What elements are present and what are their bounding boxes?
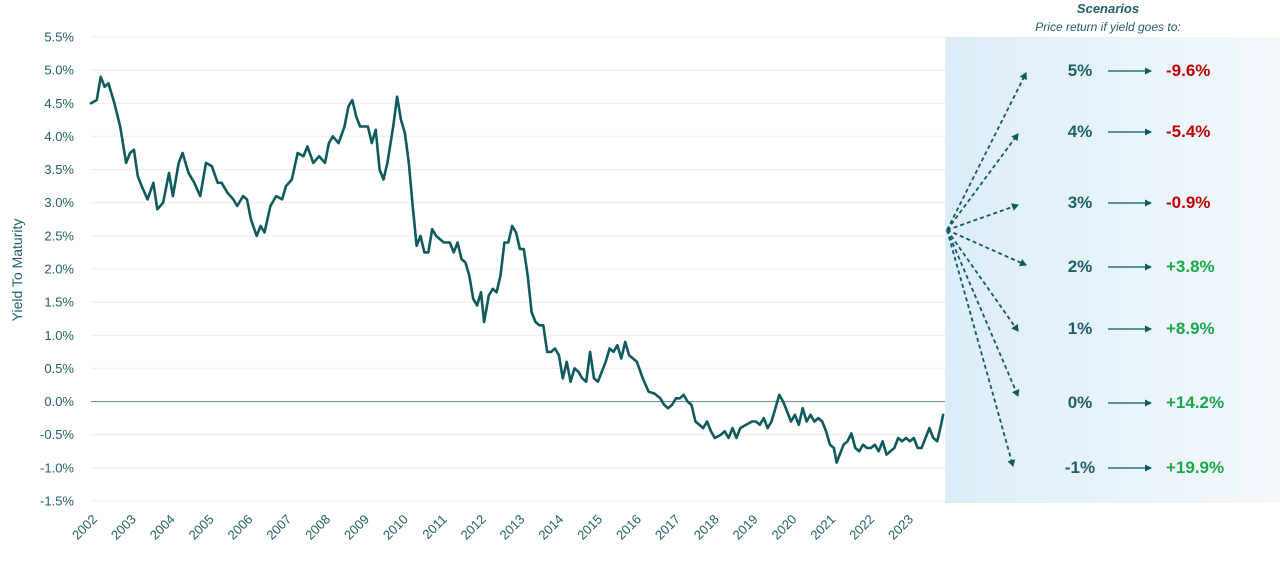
scenario-yield: 4% [1068, 122, 1093, 141]
x-tick-label: 2016 [613, 512, 644, 543]
x-tick-label: 2003 [108, 512, 139, 543]
scenario-arrow [946, 133, 1019, 231]
x-tick-label: 2015 [574, 512, 605, 543]
x-tick-label: 2014 [535, 512, 566, 543]
x-tick-label: 2011 [419, 512, 449, 542]
scenario-yield: -1% [1065, 458, 1095, 477]
y-tick-label: 0.0% [44, 394, 74, 409]
scenario-return: +3.8% [1166, 257, 1215, 276]
y-tick-label: 1.5% [44, 295, 74, 310]
x-tick-label: 2022 [846, 512, 877, 543]
x-tick-label: 2013 [496, 512, 527, 543]
x-tick-label: 2007 [263, 512, 294, 543]
y-tick-label: 4.0% [44, 129, 74, 144]
scenarios-panel [945, 37, 1280, 503]
scenario-return: +14.2% [1166, 393, 1224, 412]
scenario-return: -9.6% [1166, 61, 1210, 80]
y-tick-label: 0.5% [44, 361, 74, 376]
scenario-rows: 5% -9.6% 4% -5.4% 3% -0.9% 2% +3.8% 1% +8.9% 0% +14… [1065, 61, 1224, 477]
x-tick-label: 2009 [341, 512, 372, 543]
scenario-yield: 1% [1068, 319, 1093, 338]
y-tick-label: 2.0% [44, 262, 74, 277]
x-tick-label: 2008 [302, 512, 333, 543]
gridlines [91, 36, 945, 502]
y-tick-label: -1.5% [40, 494, 74, 509]
x-tick-label: 2002 [69, 512, 100, 543]
scenario-yield: 3% [1068, 193, 1093, 212]
scenarios-title: Scenarios [1077, 1, 1139, 16]
x-axis-ticks: 2002 2003 2004 2005 2006 2007 2008 2009 2010 2011… [69, 512, 916, 543]
x-tick-label: 2019 [730, 512, 761, 543]
scenario-arrow [946, 72, 1027, 231]
y-tick-label: 3.5% [44, 162, 74, 177]
x-tick-label: 2017 [652, 512, 683, 543]
y-tick-label: -1.0% [40, 460, 74, 475]
y-tick-label: 5.5% [44, 30, 74, 45]
x-tick-label: 2023 [885, 512, 916, 543]
y-tick-label: 4.5% [44, 96, 74, 111]
scenario-arrow [946, 229, 1027, 267]
scenario-return: +8.9% [1166, 319, 1215, 338]
y-axis-label: Yield To Maturity [9, 219, 25, 322]
x-tick-label: 2005 [186, 512, 217, 543]
scenario-arrow [946, 203, 1019, 231]
y-tick-label: 5.0% [44, 63, 74, 78]
scenario-yield: 5% [1068, 61, 1093, 80]
x-tick-label: 2020 [768, 512, 799, 543]
scenario-return: -5.4% [1166, 122, 1210, 141]
scenario-return: +19.9% [1166, 458, 1224, 477]
x-tick-label: 2018 [691, 512, 722, 543]
scenario-yield: 2% [1068, 257, 1093, 276]
x-tick-label: 2021 [807, 512, 838, 543]
y-tick-label: 2.5% [44, 228, 74, 243]
x-tick-label: 2004 [147, 512, 178, 543]
scenario-return: -0.9% [1166, 193, 1210, 212]
y-tick-label: 1.0% [44, 328, 74, 343]
y-axis-ticks: 5.5% 5.0% 4.5% 4.0% 3.5% 3.0% 2.5% 2.0% 1.5% 1.0%… [40, 30, 74, 509]
y-tick-label: 3.0% [44, 195, 74, 210]
scenario-arrow [946, 229, 1016, 467]
scenarios-subtitle: Price return if yield goes to: [1035, 20, 1180, 34]
scenario-arrow [946, 229, 1020, 397]
y-tick-label: -0.5% [40, 427, 74, 442]
x-tick-label: 2006 [224, 512, 255, 543]
series-layer [89, 75, 945, 464]
x-tick-label: 2012 [458, 512, 489, 543]
series-line [89, 75, 945, 464]
scenario-yield: 0% [1068, 393, 1093, 412]
x-tick-label: 2010 [380, 512, 411, 543]
scenario-arrows [946, 72, 1027, 467]
